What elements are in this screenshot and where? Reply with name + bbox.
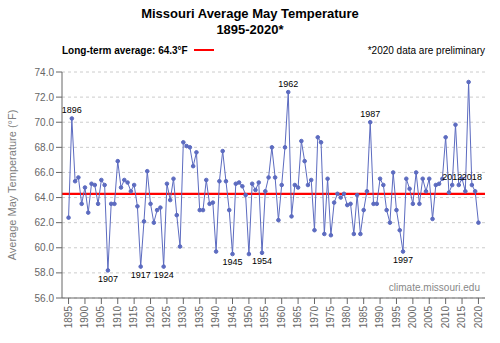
svg-text:1896: 1896 — [62, 105, 82, 115]
svg-text:1990: 1990 — [374, 306, 385, 329]
svg-text:1950: 1950 — [243, 306, 254, 329]
svg-text:1895: 1895 — [63, 306, 74, 329]
svg-text:1955: 1955 — [259, 306, 270, 329]
svg-text:1960: 1960 — [276, 306, 287, 329]
html-text:Missouri Average May Temperatu: Missouri Average May Temperature — [141, 6, 359, 21]
svg-text:1905: 1905 — [95, 306, 106, 329]
svg-text:2015: 2015 — [456, 306, 467, 329]
svg-text:1980: 1980 — [341, 306, 352, 329]
svg-text:1945: 1945 — [222, 257, 242, 267]
html-text:1895-2020*: 1895-2020* — [216, 22, 284, 37]
svg-text:1935: 1935 — [194, 306, 205, 329]
svg-text:1985: 1985 — [358, 306, 369, 329]
svg-text:1995: 1995 — [391, 306, 402, 329]
svg-text:1997: 1997 — [393, 255, 413, 265]
svg-text:2000: 2000 — [407, 306, 418, 329]
svg-text:2012: 2012 — [442, 172, 462, 182]
svg-text:1970: 1970 — [309, 306, 320, 329]
svg-text:56.0: 56.0 — [35, 293, 55, 304]
svg-text:1925: 1925 — [161, 306, 172, 329]
svg-text:1930: 1930 — [177, 306, 188, 329]
svg-text:2005: 2005 — [423, 306, 434, 329]
svg-text:1975: 1975 — [325, 306, 336, 329]
svg-text:1917: 1917 — [131, 270, 151, 280]
svg-text:66.0: 66.0 — [35, 167, 55, 178]
svg-text:58.0: 58.0 — [35, 267, 55, 278]
svg-text:72.0: 72.0 — [35, 92, 55, 103]
svg-text:1987: 1987 — [360, 109, 380, 119]
svg-text:60.0: 60.0 — [35, 242, 55, 253]
svg-text:1965: 1965 — [292, 306, 303, 329]
svg-text:70.0: 70.0 — [35, 117, 55, 128]
svg-text:2020: 2020 — [473, 306, 484, 329]
html-text:*2020 data are preliminary: *2020 data are preliminary — [367, 44, 485, 56]
svg-text:1954: 1954 — [252, 256, 272, 266]
svg-text:2018: 2018 — [462, 172, 482, 182]
svg-text:1962: 1962 — [278, 79, 298, 89]
svg-text:1907: 1907 — [98, 274, 118, 284]
svg-text:1940: 1940 — [210, 306, 221, 329]
html-text:Long-term average: 64.3°F: Long-term average: 64.3°F — [62, 44, 188, 56]
svg-text:62.0: 62.0 — [35, 217, 55, 228]
svg-text:64.0: 64.0 — [35, 192, 55, 203]
svg-text:1924: 1924 — [154, 270, 174, 280]
svg-text:1915: 1915 — [128, 306, 139, 329]
svg-text:1910: 1910 — [112, 306, 123, 329]
svg-text:74.0: 74.0 — [35, 67, 55, 78]
svg-text:68.0: 68.0 — [35, 142, 55, 153]
svg-text:Average May Temperature (°F): Average May Temperature (°F) — [8, 110, 18, 261]
svg-text:1900: 1900 — [79, 306, 90, 329]
svg-text:1945: 1945 — [227, 306, 238, 329]
svg-text:1920: 1920 — [145, 306, 156, 329]
html-text:climate.missouri.edu: climate.missouri.edu — [388, 282, 480, 293]
svg-text:2010: 2010 — [440, 306, 451, 329]
